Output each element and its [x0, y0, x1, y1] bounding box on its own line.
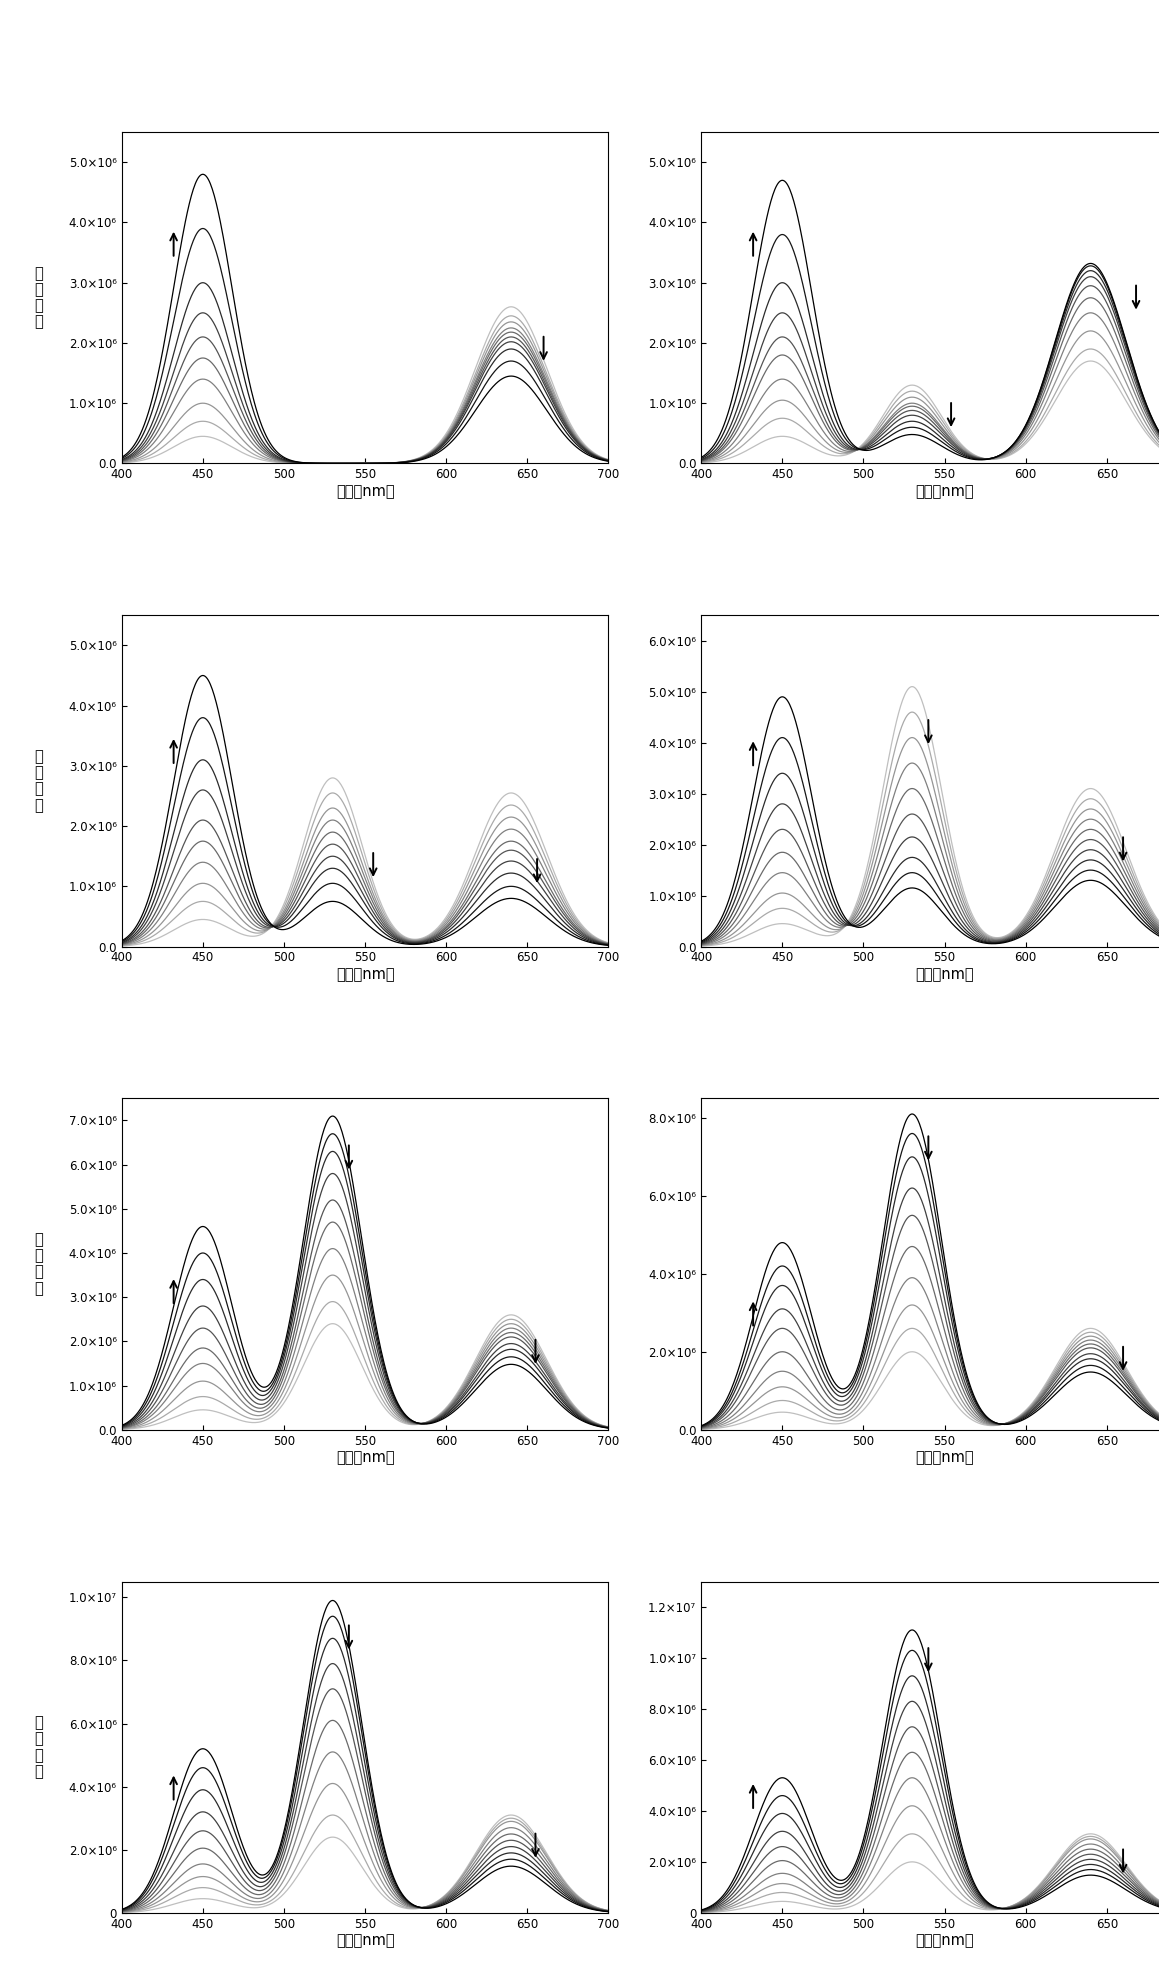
- Text: F: F: [721, 1051, 737, 1075]
- X-axis label: 波长（nm）: 波长（nm）: [336, 483, 394, 499]
- X-axis label: 波长（nm）: 波长（nm）: [336, 1933, 394, 1948]
- Text: B: B: [721, 85, 739, 108]
- Y-axis label: 荫
光
强
度: 荫 光 强 度: [34, 1716, 43, 1779]
- Y-axis label: 荫
光
强
度: 荫 光 强 度: [34, 266, 43, 329]
- Text: E: E: [141, 1051, 158, 1075]
- Y-axis label: 荫
光
强
度: 荫 光 强 度: [34, 1232, 43, 1296]
- X-axis label: 波长（nm）: 波长（nm）: [336, 966, 394, 982]
- Text: G: G: [141, 1534, 162, 1558]
- X-axis label: 波长（nm）: 波长（nm）: [916, 966, 974, 982]
- Y-axis label: 荫
光
强
度: 荫 光 强 度: [34, 749, 43, 812]
- Text: C: C: [141, 568, 160, 592]
- X-axis label: 波长（nm）: 波长（nm）: [916, 1933, 974, 1948]
- Text: H: H: [721, 1534, 742, 1558]
- Text: D: D: [721, 568, 742, 592]
- Text: A: A: [141, 85, 161, 108]
- X-axis label: 波长（nm）: 波长（nm）: [336, 1449, 394, 1465]
- X-axis label: 波长（nm）: 波长（nm）: [916, 483, 974, 499]
- X-axis label: 波长（nm）: 波长（nm）: [916, 1449, 974, 1465]
